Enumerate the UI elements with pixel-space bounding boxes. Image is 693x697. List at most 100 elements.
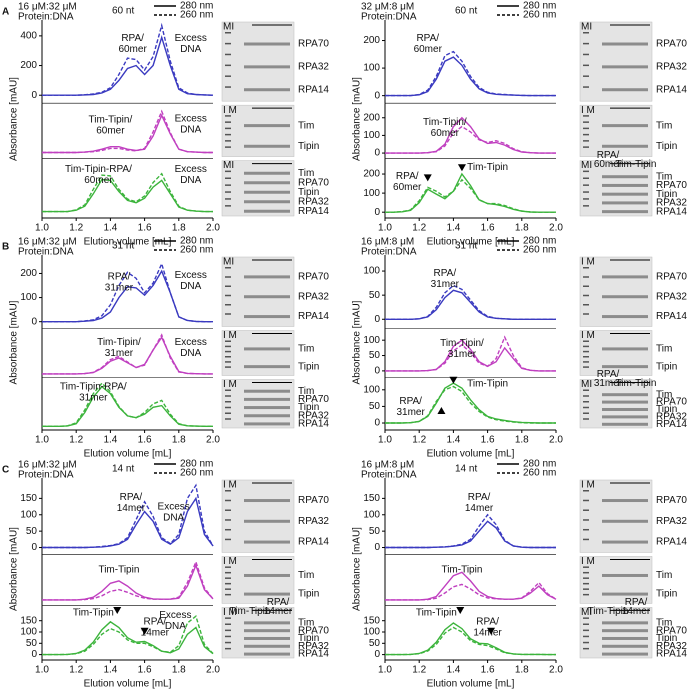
ladder-band xyxy=(583,519,589,521)
gel-lanes: I M xyxy=(581,556,595,567)
gel-band xyxy=(602,347,648,351)
annotation: 31mer xyxy=(448,349,477,360)
gel-lanes: I M xyxy=(223,105,237,116)
y-axis-label: Absorbance [mAU] xyxy=(9,527,20,611)
annotation: 60mer xyxy=(84,175,113,186)
band-label: RPA32 xyxy=(656,291,687,302)
annotation: Tim-Tipin xyxy=(416,608,457,619)
ladder-band xyxy=(225,577,231,579)
x-tick-label: 1.4 xyxy=(446,223,460,234)
ladder-band xyxy=(225,528,231,531)
y-tick-label: 150 xyxy=(20,615,37,626)
gel-lanes: I M xyxy=(223,330,237,341)
gel-top-label: Tim-Tipin xyxy=(616,159,657,170)
ladder-band xyxy=(583,588,589,590)
ladder-band xyxy=(225,617,231,619)
ladder-band xyxy=(583,205,589,207)
band-label: RPA14 xyxy=(656,84,687,95)
ladder-band xyxy=(583,566,589,568)
band-label: Tipin xyxy=(656,361,677,372)
ladder-band xyxy=(225,267,231,269)
x-tick-label: 1.4 xyxy=(103,665,117,676)
gel-top-label: RPA/ xyxy=(267,597,290,608)
band-label: Tipin xyxy=(298,402,319,413)
ladder-band xyxy=(583,412,589,414)
curve xyxy=(42,261,213,323)
curve xyxy=(42,483,214,549)
band-label: Tipin xyxy=(298,141,319,152)
x-tick-label: 1.8 xyxy=(515,223,529,234)
gel-band xyxy=(244,592,290,596)
y-tick-label: 0 xyxy=(374,542,380,553)
y-tick-label: 150 xyxy=(363,493,380,504)
ladder-band xyxy=(583,617,589,619)
y-tick-label: 100 xyxy=(363,627,380,638)
ratio-label: Protein:DNA xyxy=(361,12,417,23)
annotation: RPA/ xyxy=(121,33,144,44)
y-tick-label: 0 xyxy=(374,649,380,660)
ladder-band xyxy=(225,629,231,632)
gel-lanes: MI xyxy=(581,379,592,390)
gel-band xyxy=(602,400,648,404)
annotation: RPA/ xyxy=(120,492,143,503)
curve xyxy=(385,50,556,97)
chart-title: 14 nt xyxy=(112,464,134,475)
ratio-label: Protein:DNA xyxy=(361,247,417,258)
annotation: 14mer xyxy=(465,503,494,514)
band-label: RPA14 xyxy=(656,649,687,660)
ladder-band xyxy=(225,647,231,650)
band-label: Tim xyxy=(298,570,314,581)
annotation: 31mer xyxy=(105,348,134,359)
ladder-band xyxy=(225,191,231,193)
ladder-band xyxy=(225,361,231,363)
ladder-band xyxy=(225,304,231,306)
gel-band xyxy=(244,406,290,410)
gel-band xyxy=(602,183,648,187)
chart-title: 14 nt xyxy=(455,464,477,475)
gel-image xyxy=(221,479,295,553)
x-axis-label: Elution volume [mL] xyxy=(427,679,515,690)
gel-top-label: RPA/ xyxy=(625,597,648,608)
annotation: DNA xyxy=(165,621,186,632)
y-tick-label: 100 xyxy=(363,509,380,520)
gel-band xyxy=(244,540,290,544)
gel-band xyxy=(602,315,648,319)
ladder-band xyxy=(225,146,231,148)
ladder-band xyxy=(583,42,589,45)
x-tick-label: 1.2 xyxy=(412,223,426,234)
ratio-label: Protein:DNA xyxy=(361,470,417,481)
legend-label: 260 nm xyxy=(180,10,213,21)
band-label: RPA70 xyxy=(656,397,687,408)
x-tick-label: 1.0 xyxy=(35,665,49,676)
annotation: DNA xyxy=(180,348,201,359)
ladder-band xyxy=(225,418,231,420)
y-tick-label: 100 xyxy=(20,292,37,303)
x-tick-label: 2.0 xyxy=(549,665,563,676)
band-label: RPA32 xyxy=(298,641,329,652)
ladder-band xyxy=(225,389,231,391)
annotation: RPA/ xyxy=(416,33,439,44)
ladder-band xyxy=(225,340,231,342)
arrowhead xyxy=(113,606,122,614)
gel-band xyxy=(244,365,290,369)
ladder-band xyxy=(225,285,231,287)
gel-band xyxy=(602,629,648,633)
concentration: 16 μM:32 μM xyxy=(18,2,77,13)
ladder-band xyxy=(583,528,589,531)
y-tick-label: 50 xyxy=(369,526,381,537)
gel-band xyxy=(602,499,648,503)
arrowhead xyxy=(140,627,149,635)
ladder-band xyxy=(583,127,589,130)
annotation: Tim-Tipin xyxy=(467,378,508,389)
curve xyxy=(42,496,214,549)
ladder-band xyxy=(225,140,231,142)
band-label: Tipin xyxy=(656,589,677,600)
band-label: RPA14 xyxy=(298,537,329,548)
ladder-band xyxy=(583,361,589,363)
y-tick-label: 0 xyxy=(374,148,380,159)
gel-band xyxy=(602,573,648,577)
ladder-band xyxy=(225,75,231,77)
x-tick-label: 1.2 xyxy=(412,435,426,446)
gel-top-label: 14mer xyxy=(264,606,293,617)
gel-band xyxy=(602,201,648,205)
